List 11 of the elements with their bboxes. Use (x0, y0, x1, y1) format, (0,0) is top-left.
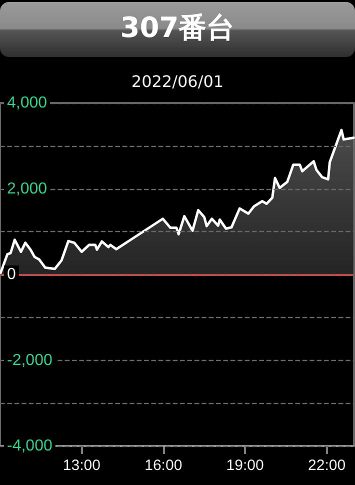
x-tick-label: 22:00 (308, 457, 346, 474)
y-tick-label: -4,000 (7, 438, 52, 454)
x-tick-label: 13:00 (62, 457, 100, 474)
y-tick-label: 2,000 (7, 180, 48, 198)
x-tick-label: 16:00 (144, 457, 182, 474)
x-tick-label: 19:00 (226, 457, 264, 474)
chart-subtitle: 2022/06/01 (130, 72, 225, 91)
chart-title: 307番台 (0, 2, 355, 57)
y-tick-label: 0 (7, 266, 16, 283)
y-tick-label: -2,000 (7, 352, 52, 369)
y-tick-label: 4,000 (7, 94, 48, 112)
